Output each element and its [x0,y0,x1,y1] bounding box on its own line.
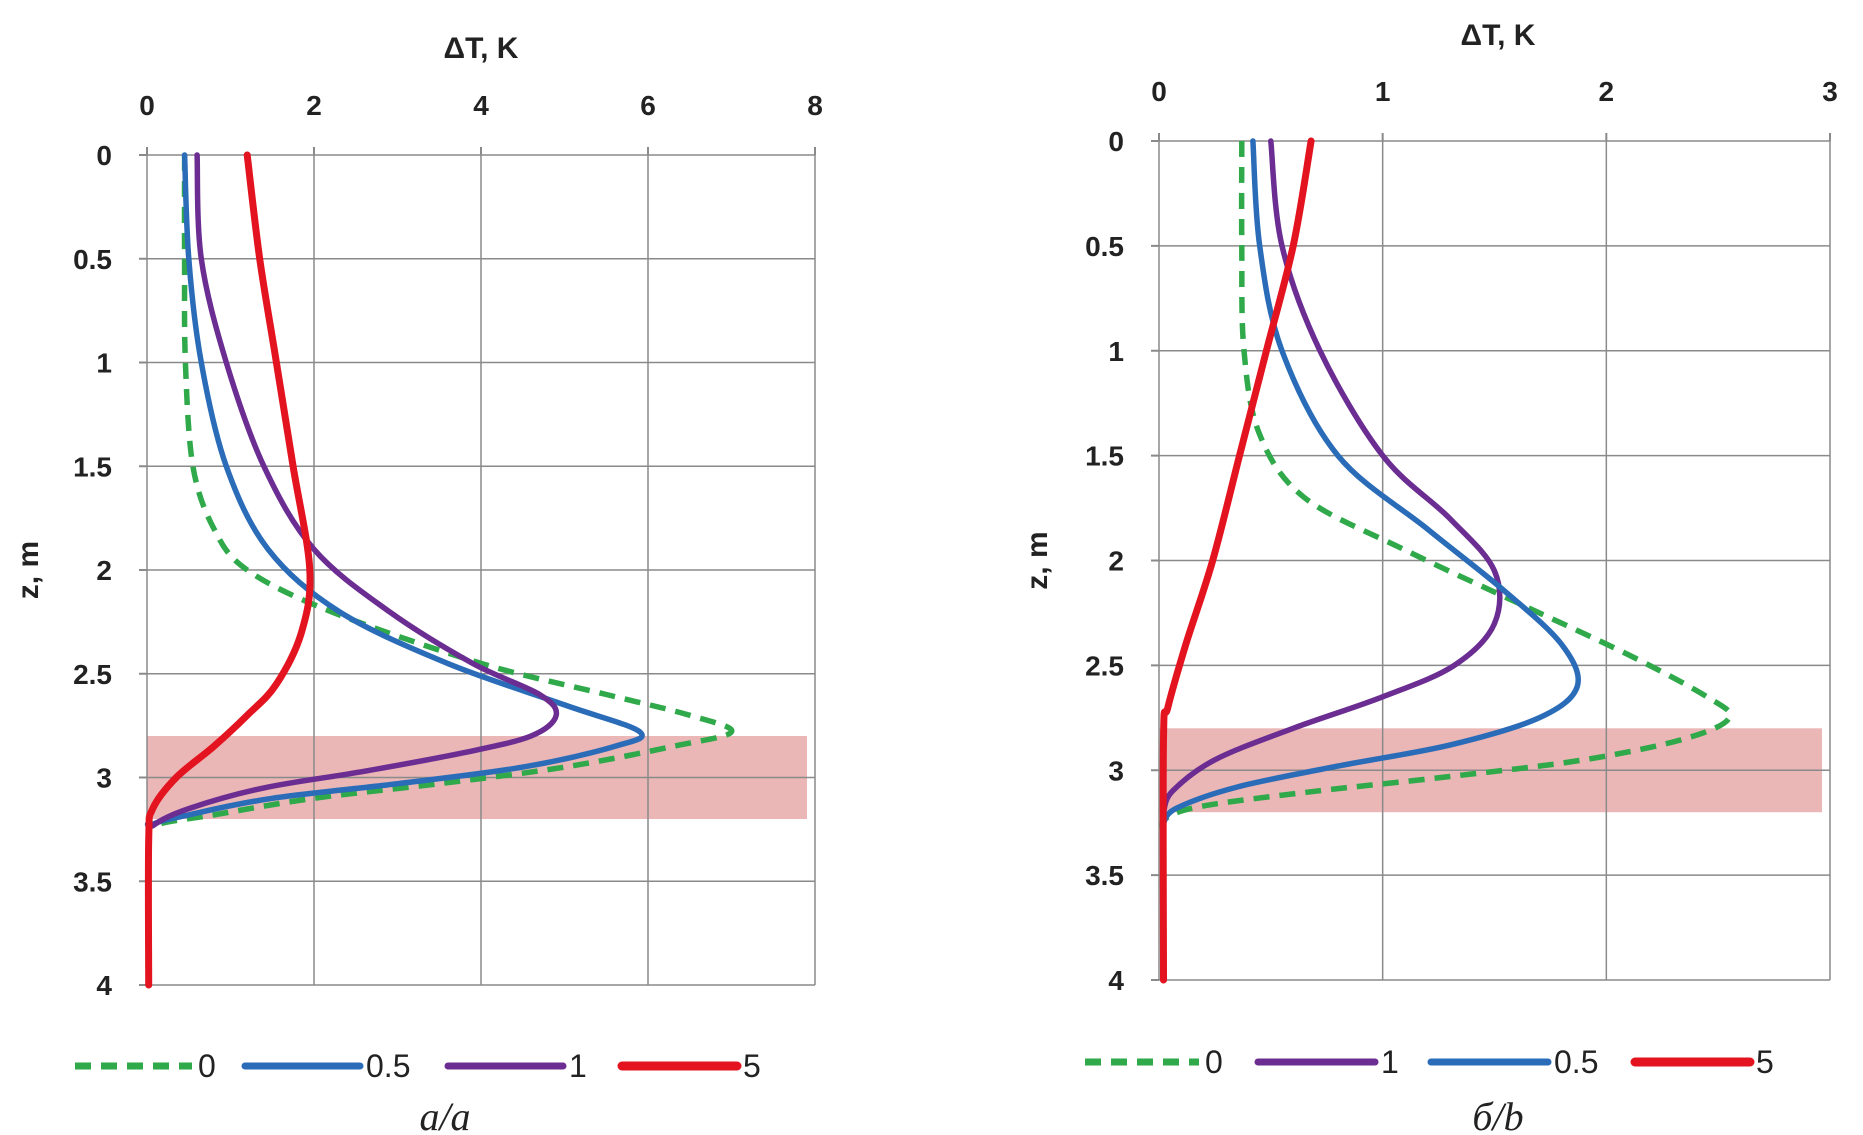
y-tick-label: 0 [96,140,112,171]
series-line-0-5 [144,152,645,988]
x-axis-title: ΔT, K [444,32,519,65]
x-tick-label: 2 [1599,76,1615,107]
legend-label-5: 5 [1756,1044,1774,1080]
series-line-5 [1159,137,1315,984]
x-tick-label: 4 [473,90,489,121]
legend-label-0-5: 0.5 [1554,1044,1598,1080]
series-line-0-5 [1160,138,1581,826]
panel-a: 0 2 4 6 8 0 0.5 1 1.5 2 2.5 3 3.5 4 ΔT, K z, m 0 0.5 1 5 a/a [12,32,823,1135]
y-tick-label: 3.5 [73,866,112,897]
y-tick-label: 4 [96,970,112,1001]
y-tick-label: 2.5 [73,659,112,690]
panel-caption: a/a [419,1094,470,1135]
x-tick-label: 1 [1375,76,1391,107]
y-tick-label: 1 [96,348,112,379]
series-line-0 [145,154,735,986]
legend-label-1: 1 [569,1048,587,1084]
series-line-1 [145,152,560,988]
legend-label-1: 1 [1381,1044,1399,1080]
y-tick-label: 4 [1108,965,1124,996]
y-tick-label: 2 [96,555,112,586]
y-tick-label: 1.5 [1085,441,1124,472]
y-tick-label: 1 [1108,336,1124,367]
y-tick-label: 3 [1108,755,1124,786]
legend-label-5: 5 [743,1048,761,1084]
y-tick-label: 3.5 [1085,860,1124,891]
x-tick-label: 0 [139,90,155,121]
series-line-1 [1160,138,1503,815]
series-line-5 [144,151,314,989]
x-tick-label: 6 [640,90,656,121]
legend-label-0-5: 0.5 [366,1048,410,1084]
y-tick-label: 3 [96,763,112,794]
y-axis-title: z, m [12,541,45,599]
y-tick-label: 2 [1108,546,1124,577]
x-tick-label: 2 [306,90,322,121]
x-axis-title: ΔT, K [1461,19,1536,52]
y-tick-label: 0 [1108,126,1124,157]
panel-caption: б/b [1472,1094,1523,1135]
y-tick-label: 1.5 [73,451,112,482]
legend-label-0: 0 [1205,1044,1223,1080]
x-tick-label: 3 [1822,76,1838,107]
y-tick-label: 2.5 [1085,650,1124,681]
y-axis-title: z, m [1021,531,1054,589]
x-tick-label: 0 [1151,76,1167,107]
y-tick-label: 0.5 [1085,231,1124,262]
y-tick-label: 0.5 [73,244,112,275]
legend-label-0: 0 [198,1048,216,1084]
x-tick-label: 8 [807,90,823,121]
panel-b: 0 1 2 3 0 0.5 1 1.5 2 2.5 3 3.5 4 ΔT, K z, m 0 1 0.5 5 б/b [1021,19,1838,1135]
